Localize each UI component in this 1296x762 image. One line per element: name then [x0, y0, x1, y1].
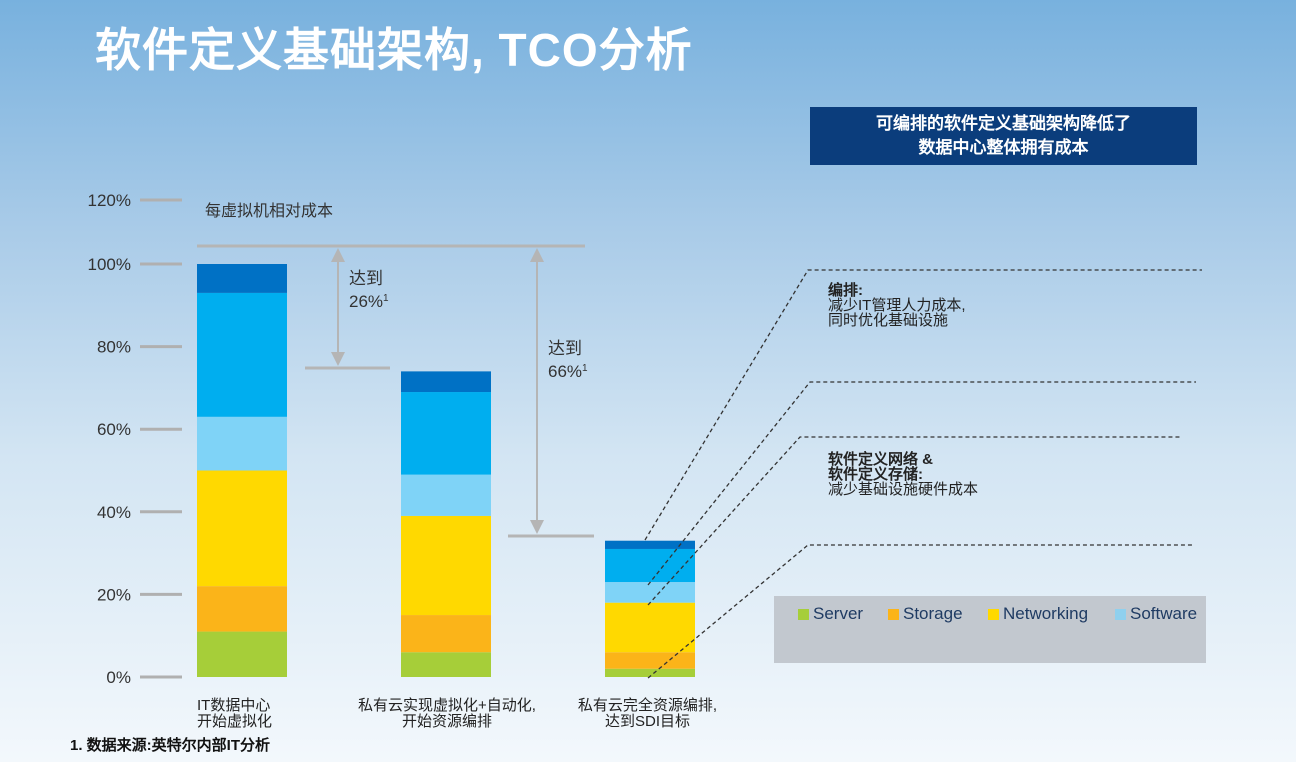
- note-sdn-sds: 软件定义网络 & 软件定义存储: 减少基础设施硬件成本: [828, 452, 978, 497]
- legend-label: Software: [1130, 604, 1198, 623]
- annotation-value: 26%1: [349, 292, 389, 311]
- annotation-superscript: 1: [383, 293, 389, 304]
- legend-swatch: [988, 608, 999, 620]
- bar-segment-server: [197, 631, 287, 677]
- arrow-down-icon: [530, 520, 544, 534]
- annotation-line: 达到: [548, 339, 582, 359]
- callout-box: 可编排的软件定义基础架构降低了 数据中心整体拥有成本: [810, 107, 1197, 165]
- arrow-down-icon: [331, 352, 345, 366]
- category-label: 私有云实现虚拟化+自动化, 开始资源编排: [336, 698, 558, 730]
- note-heading-2: 软件定义存储:: [828, 466, 923, 483]
- arrow-up-icon: [530, 248, 544, 262]
- bar-segment-networking: [197, 470, 287, 587]
- callout-line-1: 可编排的软件定义基础架构降低了: [876, 114, 1131, 133]
- y-tick-label: 100%: [88, 255, 131, 274]
- y-tick-label: 40%: [97, 503, 131, 522]
- note-orchestration: 编排: 减少IT管理人力成本, 同时优化基础设施: [828, 283, 966, 328]
- category-line: 私有云实现虚拟化+自动化,: [358, 697, 536, 714]
- leader-line: [644, 269, 1202, 541]
- legend-swatch: [1115, 608, 1126, 620]
- bar-segment: [197, 292, 287, 417]
- bar-segment-server: [401, 652, 491, 677]
- y-tick-label: 120%: [88, 191, 131, 210]
- category-line: IT数据中心: [197, 697, 271, 714]
- legend-label: Storage: [903, 604, 963, 623]
- y-tick-label: 60%: [97, 420, 131, 439]
- legend-item-server: Server: [798, 604, 863, 624]
- bar-segment: [197, 264, 287, 293]
- legend-swatch: [798, 608, 809, 620]
- annotation-line: 达到: [349, 269, 383, 289]
- chart-title: 每虚拟机相对成本: [205, 201, 333, 220]
- legend-item-software: Software: [1115, 604, 1197, 624]
- note-line: 同时优化基础设施: [828, 312, 949, 329]
- category-line: 达到SDI目标: [604, 713, 690, 730]
- leader-line: [647, 436, 1182, 606]
- note-heading: 编排:: [828, 282, 863, 299]
- bar-segment-networking: [401, 515, 491, 616]
- note-line: 减少IT管理人力成本,: [828, 297, 966, 314]
- category-line: 私有云完全资源编排,: [577, 697, 718, 714]
- legend-item-networking: Networking: [988, 604, 1088, 624]
- callout-line-2: 数据中心整体拥有成本: [918, 138, 1089, 157]
- legend-label: Networking: [1003, 604, 1089, 623]
- bar-segment-storage: [197, 586, 287, 632]
- bar-segment-software: [605, 582, 695, 603]
- bar-segment-software: [401, 474, 491, 516]
- note-heading: 软件定义网络 &: [828, 451, 934, 468]
- legend-item-storage: Storage: [888, 604, 963, 624]
- arrow-up-icon: [331, 248, 345, 262]
- bar-segment: [401, 392, 491, 475]
- note-line: 减少基础设施硬件成本: [828, 481, 979, 498]
- y-tick-label: 80%: [97, 338, 131, 357]
- footnote: 1. 数据来源:英特尔内部IT分析: [70, 737, 271, 754]
- page-title: 软件定义基础架构, TCO分析: [95, 24, 693, 76]
- bar-segment-software: [197, 416, 287, 471]
- bar-segment-storage: [605, 652, 695, 669]
- leader-line: [647, 381, 1196, 586]
- category-line: 开始虚拟化: [197, 713, 273, 730]
- y-tick-label: 20%: [97, 585, 131, 604]
- bar-segment-networking: [605, 602, 695, 653]
- bar-segment: [401, 371, 491, 393]
- bar-segment-server: [605, 668, 695, 677]
- annotation-superscript: 1: [582, 363, 588, 374]
- annotation-value: 66%1: [548, 362, 588, 381]
- bar-segment-storage: [401, 615, 491, 653]
- legend: Server Storage Networking Software: [774, 596, 1206, 663]
- bar-segment: [605, 540, 695, 549]
- legend-swatch: [888, 608, 899, 620]
- y-tick-label: 0%: [106, 668, 131, 687]
- legend-label: Server: [813, 604, 864, 623]
- category-label: IT数据中心 开始虚拟化: [197, 698, 272, 730]
- bar-segment: [605, 548, 695, 583]
- leader-line: [647, 544, 1192, 679]
- category-line: 开始资源编排: [401, 713, 492, 730]
- category-label: 私有云完全资源编排, 达到SDI目标: [560, 698, 735, 730]
